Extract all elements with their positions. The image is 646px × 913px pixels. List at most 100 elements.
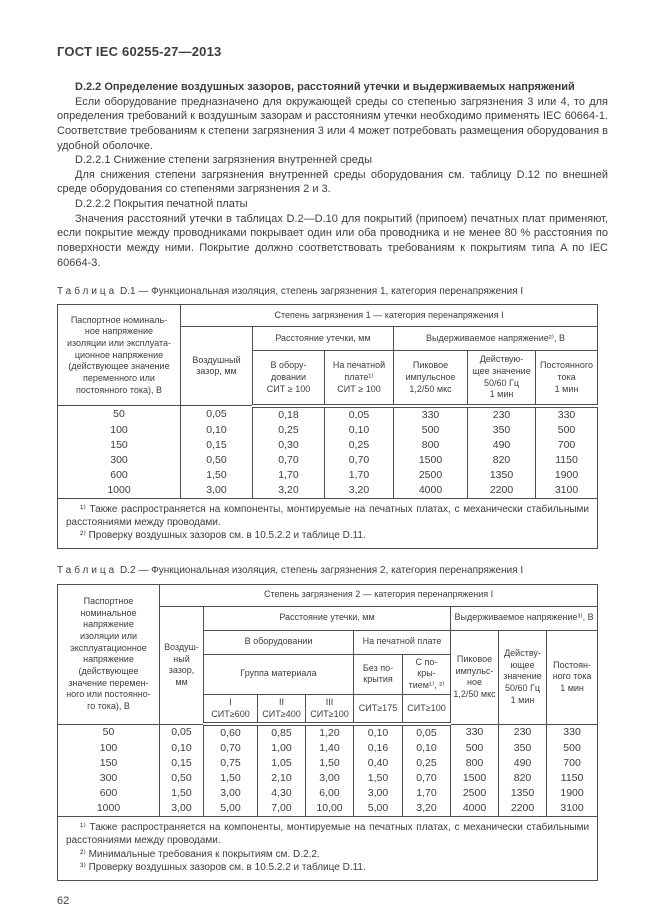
footnote: ²⁾ Проверку воздушных зазоров см. в 10.5… bbox=[80, 530, 366, 542]
table-cell: 0,05 bbox=[324, 405, 394, 423]
table-d2: Паспортное номинальное напряжение изоляц… bbox=[56, 583, 599, 881]
table-cell: 600 bbox=[57, 786, 160, 802]
table-cell: 2500 bbox=[393, 467, 468, 483]
table-cell: 500 bbox=[450, 741, 499, 757]
table-cell: 700 bbox=[534, 437, 599, 453]
table-cell: 0,30 bbox=[252, 437, 325, 453]
table-row: 300 0,50 1,50 2,10 3,00 1,50 0,70 1500 820 1150 bbox=[57, 771, 599, 787]
table-cell: 500 bbox=[393, 422, 468, 438]
table-cell: 3,20 bbox=[324, 482, 394, 499]
table-cell: 2200 bbox=[467, 482, 536, 499]
table-row: 50 0,05 0,60 0,85 1,20 0,10 0,05 330 230 330 bbox=[57, 724, 599, 742]
table-cell: 1,50 bbox=[180, 467, 253, 483]
footnote: ²⁾ Минимальные требования к покрытиям см… bbox=[80, 848, 320, 860]
table-cell: 0,85 bbox=[257, 724, 306, 742]
table-cell: 820 bbox=[498, 771, 547, 787]
table-cell: 0,18 bbox=[252, 405, 325, 423]
table-cell: 50 bbox=[57, 724, 160, 742]
table-row: 1000 3,00 3,20 3,20 4000 2200 3100 bbox=[57, 482, 599, 499]
table-cell: 1500 bbox=[450, 771, 499, 787]
table-cell: 3,00 bbox=[305, 771, 354, 787]
table-cell: 150 bbox=[57, 756, 160, 772]
table-cell: 0,16 bbox=[353, 741, 403, 757]
table-cell: 490 bbox=[498, 756, 547, 772]
table-d1-caption: Таблица D.1 — Функциональная изоляция, с… bbox=[57, 285, 608, 298]
table-cell: 1000 bbox=[57, 801, 160, 817]
footnote: ¹⁾ Также распространяется на компоненты,… bbox=[66, 503, 590, 529]
header-cell-dc: Постоян- ного тока 1 мин bbox=[545, 629, 599, 725]
table-cell: 5,00 bbox=[203, 801, 258, 817]
table-cell: 0,15 bbox=[180, 437, 253, 453]
footnote: ³⁾ Проверку воздушных зазоров см. в 10.5… bbox=[80, 861, 366, 873]
header-cell-uncoated: Без по- крытия bbox=[353, 653, 403, 695]
header-cell-coated-sit: СИТ≥100 bbox=[402, 693, 451, 727]
table-row: 600 1,50 3,00 4,30 6,00 3,00 1,70 2500 1350 1900 bbox=[57, 786, 599, 802]
footnote: ¹⁾ Также распространяется на компоненты,… bbox=[66, 822, 590, 847]
header-cell-equipment: В обору- довании СИТ ≥ 100 bbox=[252, 350, 325, 408]
table-cell: 0,40 bbox=[353, 756, 403, 772]
table-cell: 3100 bbox=[534, 482, 599, 499]
table-cell: 330 bbox=[450, 724, 499, 742]
table-cell: 3,20 bbox=[402, 801, 451, 817]
table-cell: 0,10 bbox=[402, 741, 451, 757]
table-cell: 100 bbox=[57, 422, 181, 438]
table-row: 150 0,15 0,30 0,25 800 490 700 bbox=[57, 437, 599, 453]
table-cell: 330 bbox=[393, 405, 468, 423]
table-row: 100 0,10 0,70 1,00 1,40 0,16 0,10 500 350 500 bbox=[57, 741, 599, 757]
table-cell: 1150 bbox=[545, 771, 599, 787]
table-row: 150 0,15 0,75 1,05 1,50 0,40 0,25 800 490 700 bbox=[57, 756, 599, 772]
header-cell-dc: Постоянного тока 1 мин bbox=[534, 350, 599, 408]
header-cell-pcb: На печатной плате¹⁾ СИТ ≥ 100 bbox=[324, 350, 394, 408]
header-cell-rms: Действую- щее значение 50/60 Гц 1 мин bbox=[467, 350, 536, 408]
header-cell-leakage-distance: Расстояние утечки, мм bbox=[203, 605, 451, 631]
table-cell: 1,20 bbox=[305, 724, 354, 742]
table-cell: 4000 bbox=[393, 482, 468, 499]
table-cell: 4000 bbox=[450, 801, 499, 817]
header-cell-in-equipment: В оборудовании bbox=[203, 629, 354, 655]
header-cell-withstand-voltage: Выдерживаемое напряжение³⁾, В bbox=[449, 605, 599, 631]
table-cell: 3,00 bbox=[159, 801, 204, 817]
paragraph: Значения расстояний утечки в таблицах D.… bbox=[57, 212, 608, 269]
table-caption-label: Таблица bbox=[57, 286, 118, 298]
table-cell: 3,00 bbox=[180, 482, 253, 499]
table-caption-text: D.1 — Функциональная изоляция, степень з… bbox=[117, 286, 524, 298]
table-caption-label: Таблица bbox=[57, 565, 118, 577]
table-cell: 1,50 bbox=[305, 756, 354, 772]
table-cell: 350 bbox=[498, 741, 547, 757]
table-cell: 3,00 bbox=[353, 786, 403, 802]
table-cell: 1500 bbox=[393, 452, 468, 468]
table-cell: 1,70 bbox=[252, 467, 325, 483]
section-heading-d221: D.2.2.1 Снижение степени загрязнения вну… bbox=[75, 154, 373, 167]
table-cell: 5,00 bbox=[353, 801, 403, 817]
header-cell-peak-impulse: Пиковое импульс- ное 1,2/50 мкс bbox=[450, 629, 499, 725]
table-cell: 0,75 bbox=[203, 756, 258, 772]
header-cell-uncoated-sit: СИТ≥175 bbox=[353, 693, 403, 727]
header-cell-peak-impulse: Пиковое импульсное 1,2/50 мкс bbox=[393, 350, 468, 408]
table-cell: 600 bbox=[57, 467, 181, 483]
table-d1: Паспортное номиналь- ное напряжение изол… bbox=[56, 304, 599, 550]
table-cell: 2,10 bbox=[257, 771, 306, 787]
table-cell: 3100 bbox=[545, 801, 599, 817]
table-caption-text: D.2 — Функциональная изоляция, степень з… bbox=[117, 565, 524, 577]
section-heading-d222: D.2.2.2 Покрытия печатной платы bbox=[75, 198, 248, 210]
header-cell-leakage-distance: Расстояние утечки, мм bbox=[252, 326, 394, 352]
header-cell-clearance: Воздуш- ный зазор, мм bbox=[159, 605, 204, 725]
table-cell: 330 bbox=[534, 405, 599, 423]
page-number: 62 bbox=[57, 894, 70, 907]
header-cell-withstand-voltage: Выдерживаемое напряжение²⁾, В bbox=[392, 326, 599, 352]
table-cell: 100 bbox=[57, 741, 160, 757]
table-cell: 10,00 bbox=[305, 801, 354, 817]
table-cell: 0,10 bbox=[353, 724, 403, 742]
table-cell: 1,70 bbox=[324, 467, 394, 483]
table-d1-footnotes: ¹⁾ Также распространяется на компоненты,… bbox=[56, 497, 599, 550]
table-cell: 3,00 bbox=[203, 786, 258, 802]
header-cell-group-2: II СИТ≥400 bbox=[257, 693, 306, 727]
table-cell: 230 bbox=[467, 405, 536, 423]
table-cell: 1350 bbox=[467, 467, 536, 483]
table-d2-caption: Таблица D.2 — Функциональная изоляция, с… bbox=[57, 564, 608, 577]
paragraph: Для снижения степени загрязнения внутрен… bbox=[57, 168, 608, 196]
table-cell: 0,70 bbox=[252, 452, 325, 468]
table-cell: 0,05 bbox=[159, 724, 204, 742]
paragraph: Если оборудование предназначено для окру… bbox=[57, 95, 608, 152]
